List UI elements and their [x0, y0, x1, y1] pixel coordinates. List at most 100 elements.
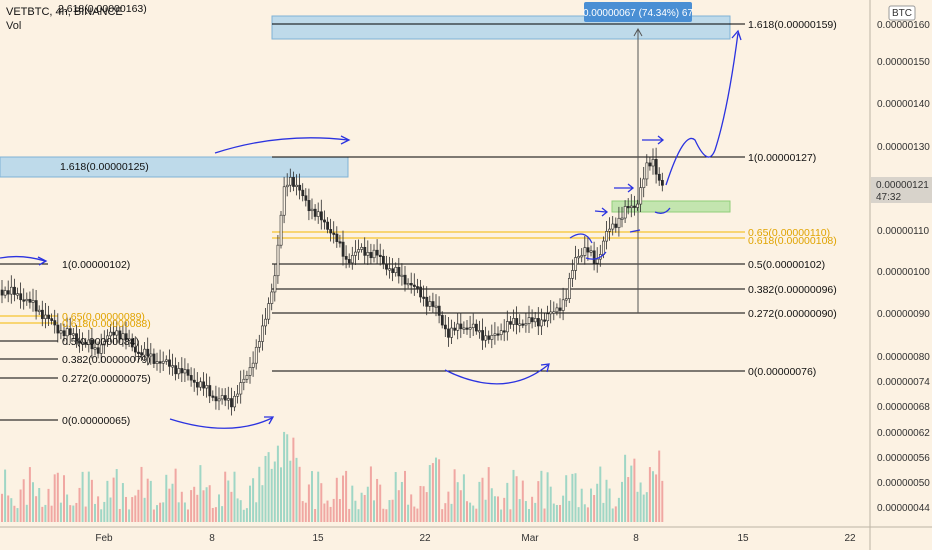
volume-bar: [363, 494, 366, 522]
candle-body: [608, 228, 612, 232]
volume-bar: [202, 490, 205, 522]
candle-body: [199, 381, 202, 388]
candle-body: [574, 257, 578, 271]
candle-body: [459, 323, 463, 330]
volume-bar: [35, 496, 38, 522]
volume-bar: [385, 509, 388, 522]
candle-body: [468, 327, 472, 330]
candle-body: [34, 300, 38, 312]
volume-bar: [425, 492, 428, 522]
volume-bar: [503, 497, 506, 522]
candle-body: [385, 263, 388, 270]
candle-body: [22, 299, 26, 302]
candle-body: [47, 314, 51, 319]
volume-bar: [630, 465, 633, 522]
volume-bar: [286, 434, 289, 522]
candle-body: [549, 311, 553, 315]
volume-bar: [500, 509, 503, 522]
volume-bar: [227, 480, 230, 522]
current-price-countdown: 47:32: [876, 192, 901, 203]
candle-body: [316, 211, 320, 217]
volume-bar: [214, 507, 217, 522]
volume-bar: [87, 471, 90, 522]
volume-bar: [583, 504, 586, 522]
volume-bar: [435, 457, 437, 522]
candle-body: [242, 378, 246, 383]
volume-bar: [481, 477, 484, 522]
volume-bar: [264, 455, 267, 522]
volume-bar: [183, 502, 186, 522]
arrow-curve-top: [214, 137, 349, 154]
candle-body: [375, 249, 379, 256]
candle-body: [425, 296, 429, 307]
candle-body: [381, 255, 385, 264]
volume-bar: [280, 467, 282, 522]
candle-body: [307, 200, 311, 212]
candle-body: [202, 381, 206, 389]
candle-body: [264, 318, 268, 327]
candle-body: [282, 186, 286, 216]
volume-bar: [230, 491, 233, 522]
volume-bar: [441, 509, 444, 522]
volume-bar: [360, 492, 363, 522]
volume-bar: [456, 482, 459, 522]
candle-body: [394, 267, 398, 273]
candle-body: [6, 290, 10, 295]
candle-body: [589, 250, 593, 253]
volume-bar: [469, 502, 472, 522]
symbol-title[interactable]: VETBTC, 4h, BINANCE: [6, 6, 123, 18]
candle-body: [196, 382, 199, 388]
volume-bar: [373, 500, 375, 522]
candle-body: [323, 219, 326, 223]
candle-body: [267, 303, 271, 320]
candle-body: [44, 314, 47, 319]
candle-body: [617, 217, 621, 228]
candle-body: [319, 211, 323, 221]
volume-bar: [407, 504, 410, 522]
price-tick-label: 0.00000080: [877, 352, 930, 363]
volume-bar: [447, 491, 450, 522]
volume-bar: [4, 469, 7, 522]
volume-bar: [599, 466, 602, 522]
fib-zone-left-blue: [0, 156, 349, 178]
volume-bar: [32, 482, 34, 522]
volume-bar: [555, 504, 558, 522]
volume-bar: [348, 508, 351, 522]
candle-body: [447, 328, 450, 338]
candle-body: [13, 286, 16, 295]
fib-left-label-group: 2.618(0.00000163) 1.618(0.00000125) 1(0.…: [58, 3, 151, 427]
fib-left-label-0: 0(0.00000065): [62, 415, 130, 427]
volume-bar: [645, 492, 648, 522]
candle-body: [586, 247, 590, 253]
arrow-left-edge: [0, 255, 46, 262]
price-tick-label: 0.00000090: [877, 309, 930, 320]
volume-bar: [605, 479, 608, 522]
time-axis[interactable]: Feb 8 15 22 Mar 8 15 22: [95, 533, 856, 544]
volume-legend[interactable]: Vol: [6, 20, 22, 32]
volume-bar: [466, 501, 468, 522]
currency-badge[interactable]: [888, 5, 916, 21]
volume-bar: [196, 494, 199, 522]
volume-bars: [1, 431, 664, 522]
time-tick-label: 22: [419, 533, 431, 544]
volume-bar: [224, 471, 227, 522]
volume-bar: [255, 502, 258, 522]
volume-bar: [66, 494, 69, 522]
volume-bar: [298, 466, 301, 522]
volume-bar: [72, 505, 75, 522]
volume-bar: [134, 495, 137, 522]
candle-body: [211, 395, 215, 398]
candle-body: [416, 286, 419, 289]
candle-body: [580, 255, 584, 258]
volume-bar: [438, 459, 441, 522]
candle-body: [660, 180, 664, 186]
candlesticks: [0, 147, 664, 416]
volume-bar: [490, 488, 493, 522]
candle-body: [363, 246, 367, 256]
candle-body: [515, 318, 519, 325]
volume-bar: [559, 504, 561, 522]
candle-body: [10, 286, 13, 295]
candle-body: [428, 301, 432, 307]
candle-body: [344, 256, 348, 260]
